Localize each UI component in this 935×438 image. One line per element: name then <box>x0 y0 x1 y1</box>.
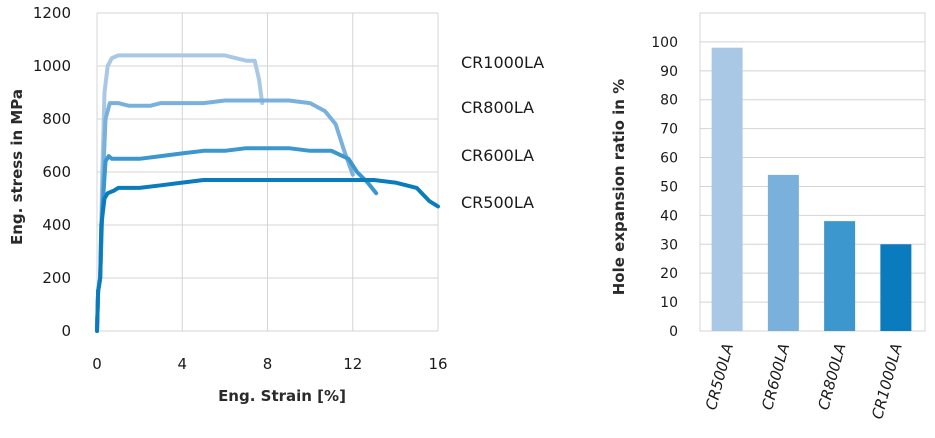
y-tick-label: 1000 <box>33 57 71 75</box>
x-tick-label: 4 <box>177 355 187 373</box>
series-line-cr800la <box>95 98 355 333</box>
series-label-cr1000la: CR1000LA <box>461 53 544 72</box>
x-tick-label: 12 <box>343 355 362 373</box>
y-tick-label: 600 <box>42 163 71 181</box>
bar-y-tick-label: 40 <box>660 208 678 224</box>
bar-y-tick-label: 60 <box>660 151 678 167</box>
bar-y-tick-label: 70 <box>660 122 678 138</box>
bar-y-tick-label: 90 <box>660 64 678 80</box>
line-chart-series-labels: CR1000LA CR800LA CR600LA CR500LA <box>461 53 544 212</box>
series-line-cr600la <box>95 146 379 333</box>
y-axis-title: Eng. stress in MPa <box>8 89 26 245</box>
x-tick-label: 0 <box>92 355 102 373</box>
bar-y-tick-label: 0 <box>669 324 678 340</box>
series-label-cr800la: CR800LA <box>461 98 534 117</box>
x-tick-label: 8 <box>263 355 273 373</box>
y-tick-label: 800 <box>42 110 71 128</box>
y-tick-label: 0 <box>61 322 71 340</box>
series-label-cr500la: CR500LA <box>461 193 534 212</box>
y-tick-label: 1200 <box>33 4 71 22</box>
bar-y-tick-label: 30 <box>660 237 678 253</box>
series-label-cr600la: CR600LA <box>461 146 534 165</box>
bar-cr500la <box>711 47 743 331</box>
bar-y-axis-title: Hole expansion ratio in % <box>610 79 628 296</box>
y-tick-label: 400 <box>42 216 71 234</box>
bar-category-label: CR500LA <box>702 341 737 411</box>
bar-cr1000la <box>880 244 912 331</box>
bar-y-tick-label: 100 <box>651 35 678 51</box>
bar-chart-bars <box>711 47 912 331</box>
stress-strain-chart: 0 200 400 600 800 1000 1200 0 4 8 12 16 CR1000LA CR8… <box>8 4 544 405</box>
bar-cr800la <box>824 221 856 331</box>
bar-y-tick-label: 50 <box>660 179 678 195</box>
bar-chart-tick-labels: 0 10 20 30 40 50 60 70 80 90 100 <box>651 35 678 340</box>
line-chart-series <box>95 53 440 333</box>
line-chart-gridlines <box>96 12 439 332</box>
hole-expansion-chart: 0 10 20 30 40 50 60 70 80 90 100 CR500LA CR600LA CR8… <box>610 12 926 421</box>
bar-chart-category-labels: CR500LA CR600LA CR800LA CR1000LA <box>702 341 906 421</box>
series-line-cr1000la <box>95 53 265 333</box>
bar-category-label: CR800LA <box>814 341 849 411</box>
line-chart-tick-labels: 0 200 400 600 800 1000 1200 0 4 8 12 16 <box>33 4 448 373</box>
bar-cr600la <box>767 174 799 331</box>
y-tick-label: 200 <box>42 269 71 287</box>
bar-category-label: CR600LA <box>758 341 793 411</box>
bar-y-tick-label: 20 <box>660 266 678 282</box>
x-tick-label: 16 <box>428 355 447 373</box>
bar-y-tick-label: 80 <box>660 93 678 109</box>
x-axis-title: Eng. Strain [%] <box>218 387 346 405</box>
bar-y-tick-label: 10 <box>660 295 678 311</box>
series-line-cr500la <box>95 178 440 333</box>
bar-category-label: CR1000LA <box>868 341 905 421</box>
plot-frame <box>699 12 926 332</box>
